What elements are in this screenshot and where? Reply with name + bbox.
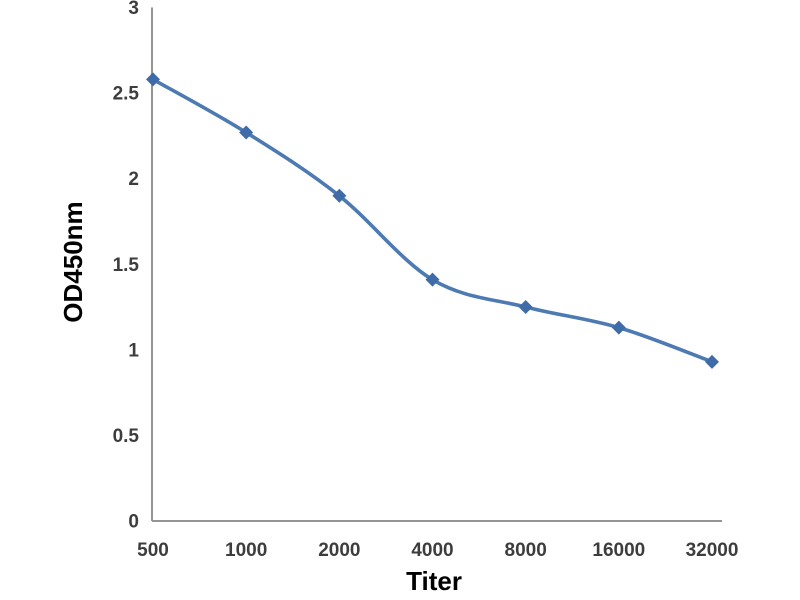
data-point-marker: [239, 125, 254, 140]
y-tick-label: 2.5: [113, 84, 140, 105]
data-point-marker: [705, 354, 719, 369]
y-tick-label: 2: [128, 169, 139, 190]
y-tick-label: 1.5: [113, 255, 140, 276]
x-tick-label: 1000: [225, 540, 267, 561]
data-point-marker: [332, 188, 347, 203]
x-axis-title: Titer: [406, 566, 462, 596]
y-tick-label: 0: [128, 512, 139, 533]
y-axis-title: OD450nm: [58, 201, 88, 322]
x-tick-label: 8000: [505, 540, 547, 561]
data-point-marker: [611, 320, 626, 335]
y-tick-label: 1: [128, 340, 139, 361]
y-tick-label: 3: [128, 0, 139, 19]
x-tick-label: 2000: [318, 540, 360, 561]
data-point-marker: [518, 300, 533, 315]
y-tick-label: 0.5: [113, 426, 140, 447]
x-tick-label: 16000: [592, 540, 645, 561]
data-point-marker: [146, 72, 160, 87]
series-line: [151, 77, 714, 364]
x-tick-label: 32000: [686, 540, 739, 561]
x-tick-label: 500: [137, 540, 169, 561]
x-tick-label: 4000: [411, 540, 453, 561]
plot-area: 0 0.5 1 1.5 2 2.5 3 500 1000 2000 4000 8000 16000 320…: [113, 0, 739, 561]
data-point-marker: [425, 272, 440, 287]
